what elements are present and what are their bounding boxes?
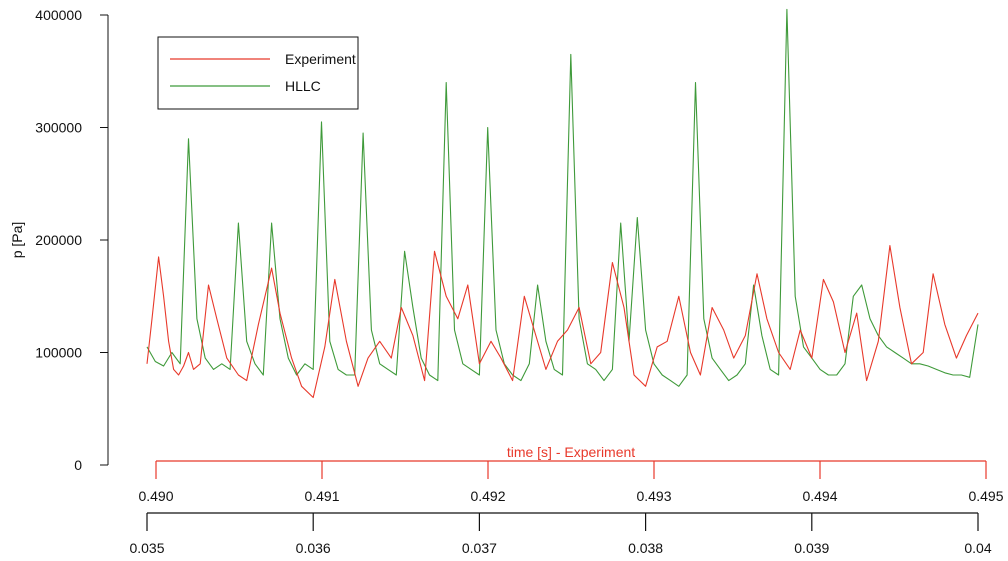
x-bottom-tick-label: 0.038: [628, 540, 663, 556]
y-tick-label: 0: [74, 457, 82, 473]
x-top-tick-label: 0.490: [138, 488, 173, 504]
x-bottom-tick-label: 0.035: [129, 540, 164, 556]
x-axis-top-label: time [s] - Experiment: [507, 444, 635, 460]
x-bottom-tick-label: 0.036: [296, 540, 331, 556]
series-line-experiment: [146, 245, 979, 399]
y-tick-label: 400000: [35, 7, 82, 23]
legend: Experiment HLLC: [157, 36, 359, 110]
x-top-tick-label: 0.493: [636, 488, 671, 504]
y-tick-label: 200000: [35, 232, 82, 248]
y-tick-label: 300000: [35, 120, 82, 136]
legend-label-hllc: HLLC: [285, 78, 321, 94]
legend-box: [157, 36, 359, 110]
x-top-tick-label: 0.495: [968, 488, 1003, 504]
x-top-tick-label: 0.492: [470, 488, 505, 504]
legend-label-experiment: Experiment: [285, 51, 356, 67]
x-bottom-tick-label: 0.037: [462, 540, 497, 556]
x-bottom-tick-label: 0.039: [794, 540, 829, 556]
x-bottom-tick-label: 0.04: [964, 540, 991, 556]
y-axis-label: p [Pa]: [9, 222, 25, 259]
x-top-tick-label: 0.491: [304, 488, 339, 504]
y-tick-label: 100000: [35, 345, 82, 361]
x-top-tick-label: 0.494: [802, 488, 837, 504]
series-line-hllc: [146, 8, 979, 387]
